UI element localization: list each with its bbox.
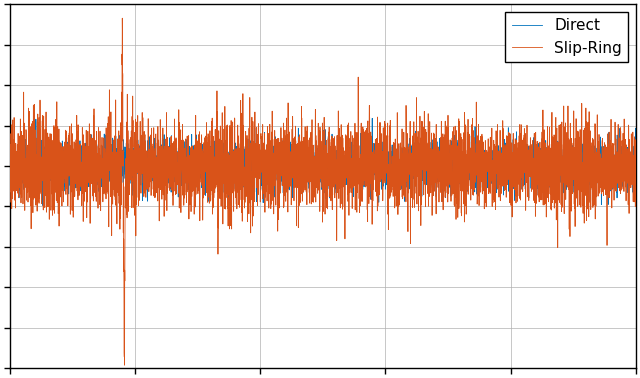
Direct xyxy=(413,151,421,155)
Direct xyxy=(120,138,127,142)
Direct xyxy=(381,187,389,191)
Slip-Ring xyxy=(120,269,127,274)
Slip-Ring xyxy=(381,164,389,169)
Slip-Ring xyxy=(473,158,481,162)
Direct xyxy=(369,116,376,121)
Line: Direct: Direct xyxy=(10,118,636,205)
Slip-Ring xyxy=(121,363,129,367)
Direct xyxy=(473,188,481,193)
Direct xyxy=(38,203,46,208)
Direct xyxy=(632,174,639,178)
Slip-Ring xyxy=(632,151,639,155)
Legend: Direct, Slip-Ring: Direct, Slip-Ring xyxy=(506,12,628,62)
Slip-Ring xyxy=(413,184,421,189)
Slip-Ring xyxy=(245,195,253,199)
Line: Slip-Ring: Slip-Ring xyxy=(10,18,636,365)
Direct xyxy=(245,136,253,141)
Slip-Ring xyxy=(6,172,13,177)
Slip-Ring xyxy=(118,16,126,20)
Direct xyxy=(6,158,13,162)
Slip-Ring xyxy=(521,142,529,147)
Direct xyxy=(521,145,529,149)
